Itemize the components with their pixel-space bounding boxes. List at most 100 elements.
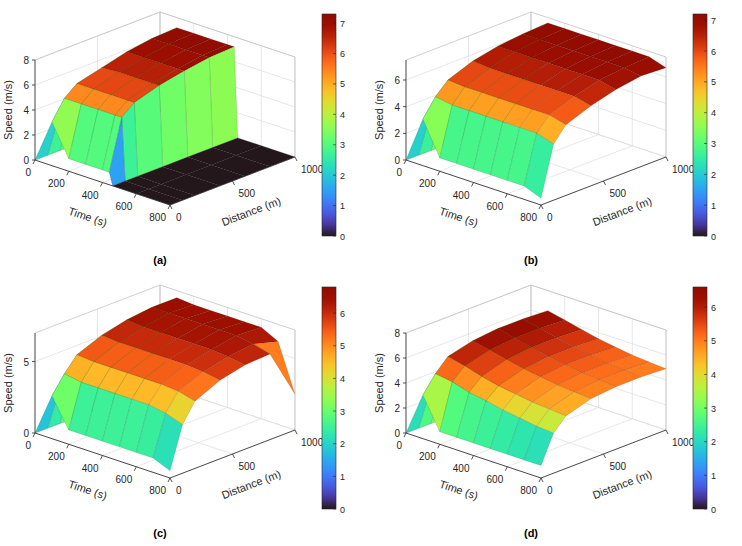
box-edge (295, 57, 296, 157)
y-tick-label: 500 (239, 188, 256, 199)
z-tick (403, 80, 406, 81)
z-tick (403, 383, 406, 384)
colorbar-tick-label: 1 (340, 201, 345, 211)
y-tick (604, 181, 606, 185)
colorbar-tick-label: 4 (340, 374, 345, 384)
axes: 0200400600800050010000246Time (s)Distanc… (373, 60, 695, 229)
colorbar-tick-label: 5 (711, 77, 716, 87)
x-tick (168, 478, 170, 482)
x-axis-title: Time (s) (67, 478, 109, 502)
colorbar-tick (704, 307, 707, 308)
z-tick-label: 6 (23, 80, 29, 91)
x-tick (472, 183, 474, 187)
colorbar-tick (333, 313, 336, 314)
colorbar-tick (704, 374, 707, 375)
y-tick-label: 0 (176, 212, 182, 223)
x-tick (67, 444, 69, 448)
z-tick-label: 0 (23, 428, 29, 439)
colorbar-tick-label: 2 (340, 439, 345, 449)
panel-caption: (a) (153, 254, 167, 266)
y-tick-label: 500 (239, 461, 256, 472)
z-tick-label: 4 (23, 105, 29, 116)
figure: 02004006008000500100002468Time (s)Distan… (0, 0, 742, 546)
y-tick-label: 0 (547, 212, 553, 223)
y-tick (604, 454, 606, 458)
colorbar-tick (333, 53, 336, 54)
y-tick (170, 478, 172, 482)
surface (406, 311, 666, 466)
y-tick (666, 157, 668, 161)
colorbar-tick (704, 340, 707, 341)
x-tick-label: 200 (48, 178, 65, 189)
x-axis-line (35, 160, 170, 205)
colorbar-tick-label: 6 (711, 47, 716, 57)
y-tick (541, 478, 543, 482)
x-tick-label: 600 (116, 201, 133, 212)
z-tick-label: 8 (394, 328, 400, 339)
x-tick-label: 400 (453, 463, 470, 474)
x-tick-label: 0 (25, 167, 31, 178)
x-tick (101, 456, 103, 460)
colorbar-tick-label: 0 (340, 232, 345, 242)
z-tick (32, 433, 35, 434)
x-tick (101, 183, 103, 187)
z-tick-label: 2 (23, 130, 29, 141)
colorbar-tick-label: 6 (340, 309, 345, 319)
y-tick-label: 1000 (672, 437, 695, 448)
x-tick (67, 171, 69, 175)
colorbar-tick-label: 3 (711, 404, 716, 414)
surface-patch (524, 426, 553, 465)
surface-patch (209, 47, 237, 148)
grid (406, 285, 666, 478)
x-tick (168, 205, 170, 209)
x-tick-label: 0 (396, 167, 402, 178)
colorbar-tick-label: 0 (711, 505, 716, 515)
colorbar-tick-label: 0 (340, 505, 345, 515)
panel-caption: (d) (524, 527, 538, 539)
x-tick-label: 800 (520, 485, 537, 496)
box-edge (295, 330, 296, 430)
y-tick-label: 0 (547, 485, 553, 496)
z-tick (403, 160, 406, 161)
colorbar-tick (333, 443, 336, 444)
grid (406, 12, 666, 205)
colorbar-tick-label: 6 (340, 49, 345, 59)
y-tick (295, 430, 297, 434)
z-tick (403, 106, 406, 107)
z-tick (32, 60, 35, 61)
axes: 02004006008000500100002468Time (s)Distan… (2, 55, 324, 229)
surface-patch (524, 133, 553, 198)
x-tick-label: 600 (487, 474, 504, 485)
z-axis-title: Speed (m/s) (2, 353, 14, 413)
z-tick (403, 408, 406, 409)
colorbar-tick-label: 2 (711, 170, 716, 180)
z-tick (32, 110, 35, 111)
colorbar: 0123456 (693, 287, 716, 515)
y-tick (233, 454, 235, 458)
panel: 02004006008000500100005Time (s)Distance … (2, 285, 345, 539)
x-tick (539, 205, 541, 209)
grid-line (35, 333, 36, 433)
colorbar-tick (333, 144, 336, 145)
z-tick (403, 358, 406, 359)
grid-line (666, 57, 667, 157)
panel: 0200400600800050010000246Time (s)Distanc… (373, 12, 716, 266)
y-tick (295, 157, 297, 161)
panel-caption: (b) (524, 254, 538, 266)
colorbar-tick (704, 143, 707, 144)
axes: 02004006008000500100005Time (s)Distance … (2, 333, 324, 502)
x-tick (539, 478, 541, 482)
x-tick (438, 444, 440, 448)
x-tick-label: 800 (520, 212, 537, 223)
z-tick-label: 6 (394, 353, 400, 364)
grid-line (295, 57, 296, 157)
colorbar-tick (333, 236, 336, 237)
panel: 02004006008000500100002468Time (s)Distan… (2, 12, 345, 266)
grid-line (295, 330, 296, 430)
z-tick (32, 160, 35, 161)
colorbar-tick (333, 509, 336, 510)
colorbar-ramp (322, 287, 336, 509)
colorbar-tick (704, 51, 707, 52)
y-tick-label: 0 (176, 485, 182, 496)
z-tick-label: 6 (394, 75, 400, 86)
